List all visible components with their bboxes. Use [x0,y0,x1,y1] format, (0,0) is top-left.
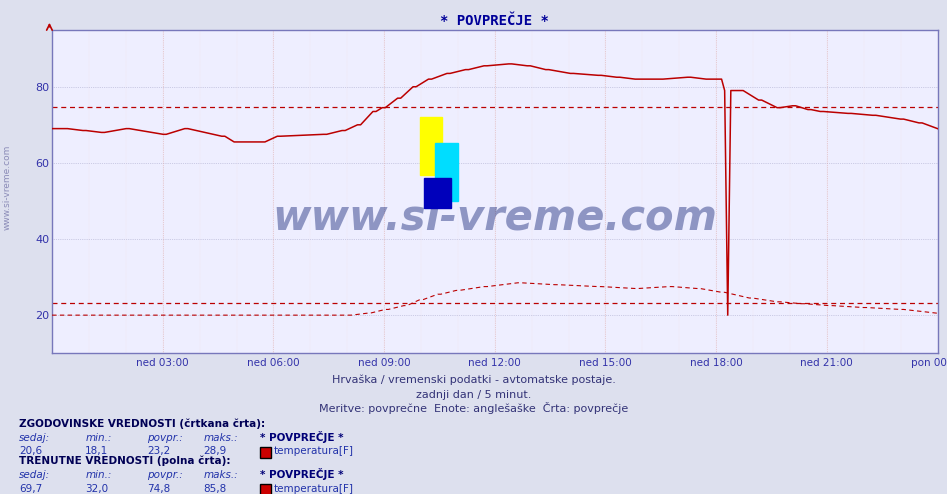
Text: * POVPREČJE *: * POVPREČJE * [260,468,344,480]
Text: Meritve: povprečne  Enote: anglešaške  Črta: povprečje: Meritve: povprečne Enote: anglešaške Črt… [319,403,628,414]
Text: zadnji dan / 5 minut.: zadnji dan / 5 minut. [416,390,531,400]
Text: TRENUTNE VREDNOSTI (polna črta):: TRENUTNE VREDNOSTI (polna črta): [19,456,230,466]
Text: 85,8: 85,8 [204,484,227,494]
Bar [420,117,441,175]
Text: min.:: min.: [85,433,112,443]
Text: 74,8: 74,8 [147,484,170,494]
Text: 32,0: 32,0 [85,484,108,494]
Text: min.:: min.: [85,470,112,480]
Title: * POVPREČJE *: * POVPREČJE * [440,14,549,29]
Bar [436,143,457,201]
Text: maks.:: maks.: [204,470,239,480]
Text: temperatura[F]: temperatura[F] [274,484,353,494]
Text: 20,6: 20,6 [19,447,42,456]
Text: 69,7: 69,7 [19,484,43,494]
Text: povpr.:: povpr.: [147,470,183,480]
Text: maks.:: maks.: [204,433,239,443]
Text: 28,9: 28,9 [204,447,227,456]
Text: 23,2: 23,2 [147,447,170,456]
Text: sedaj:: sedaj: [19,433,50,443]
Text: sedaj:: sedaj: [19,470,50,480]
Text: ZGODOVINSKE VREDNOSTI (črtkana črta):: ZGODOVINSKE VREDNOSTI (črtkana črta): [19,419,265,429]
Text: www.si-vreme.com: www.si-vreme.com [3,145,12,230]
Text: www.si-vreme.com: www.si-vreme.com [273,196,717,238]
Text: temperatura[F]: temperatura[F] [274,447,353,456]
Text: 18,1: 18,1 [85,447,109,456]
Text: Hrvaška / vremenski podatki - avtomatske postaje.: Hrvaška / vremenski podatki - avtomatske… [331,374,616,385]
Bar [424,178,451,207]
Text: povpr.:: povpr.: [147,433,183,443]
Text: * POVPREČJE *: * POVPREČJE * [260,431,344,443]
